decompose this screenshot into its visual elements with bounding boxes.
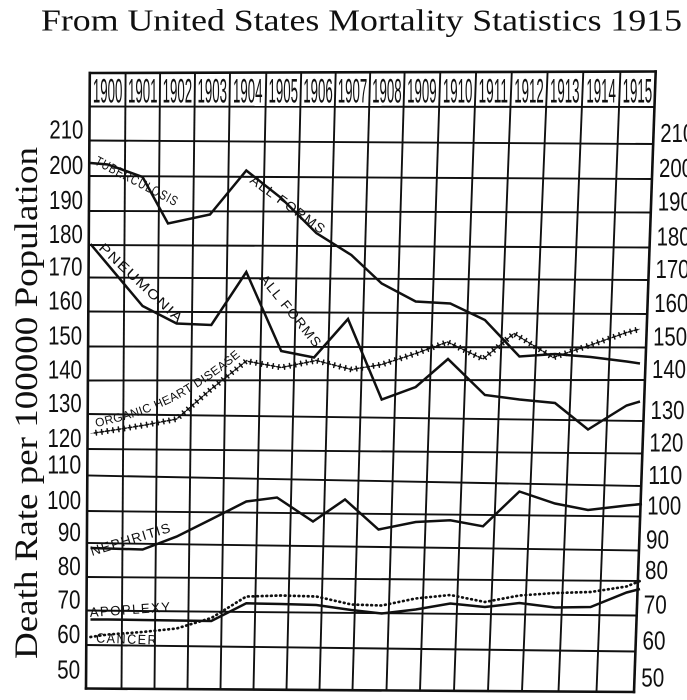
- svg-text:70: 70: [644, 590, 667, 620]
- svg-text:130: 130: [651, 395, 685, 425]
- svg-text:80: 80: [645, 555, 668, 585]
- svg-text:1911: 1911: [479, 73, 509, 111]
- svg-text:1914: 1914: [586, 73, 616, 111]
- svg-text:From United States Mortality S: From United States Mortality Statistics …: [41, 3, 682, 38]
- svg-text:60: 60: [57, 619, 80, 649]
- svg-text:160: 160: [654, 288, 687, 318]
- svg-text:1904: 1904: [233, 73, 263, 111]
- svg-text:90: 90: [646, 525, 669, 555]
- svg-text:CANCER: CANCER: [96, 631, 158, 648]
- svg-text:Death Rate per 100000 Populati: Death Rate per 100000 Population: [9, 147, 45, 659]
- svg-text:70: 70: [58, 585, 81, 615]
- svg-text:1912: 1912: [514, 73, 544, 111]
- svg-text:1908: 1908: [372, 73, 402, 111]
- svg-text:60: 60: [643, 626, 666, 656]
- svg-text:1901: 1901: [128, 73, 158, 111]
- svg-text:160: 160: [48, 286, 82, 316]
- svg-text:1903: 1903: [198, 73, 228, 111]
- svg-text:200: 200: [49, 150, 83, 180]
- svg-text:120: 120: [48, 423, 82, 453]
- svg-text:1910: 1910: [443, 73, 473, 111]
- svg-text:1913: 1913: [550, 73, 580, 111]
- svg-text:1906: 1906: [303, 73, 333, 111]
- svg-text:50: 50: [57, 655, 80, 685]
- svg-text:140: 140: [652, 354, 686, 384]
- svg-text:170: 170: [49, 252, 83, 282]
- svg-text:180: 180: [49, 219, 83, 249]
- svg-text:1900: 1900: [93, 73, 123, 111]
- svg-text:110: 110: [648, 460, 682, 490]
- svg-text:APOPLEXY: APOPLEXY: [89, 599, 172, 620]
- svg-text:90: 90: [58, 517, 81, 547]
- svg-text:180: 180: [657, 222, 687, 252]
- svg-text:190: 190: [658, 187, 687, 217]
- svg-text:1902: 1902: [163, 73, 193, 111]
- svg-text:150: 150: [653, 322, 687, 352]
- svg-text:1907: 1907: [338, 73, 368, 111]
- svg-text:1915: 1915: [623, 73, 653, 111]
- svg-text:1905: 1905: [269, 73, 299, 111]
- svg-text:200: 200: [659, 153, 687, 183]
- svg-text:80: 80: [58, 551, 81, 581]
- svg-text:50: 50: [641, 663, 664, 693]
- svg-text:120: 120: [649, 428, 683, 458]
- svg-text:110: 110: [47, 450, 81, 480]
- svg-text:150: 150: [48, 321, 82, 351]
- svg-text:100: 100: [647, 491, 681, 521]
- svg-text:1909: 1909: [407, 73, 437, 111]
- svg-text:170: 170: [656, 254, 687, 284]
- svg-text:210: 210: [49, 115, 83, 145]
- svg-text:210: 210: [660, 118, 687, 148]
- svg-text:130: 130: [48, 388, 82, 418]
- svg-text:100: 100: [47, 485, 81, 515]
- svg-text:190: 190: [49, 185, 83, 215]
- svg-text:140: 140: [48, 355, 82, 385]
